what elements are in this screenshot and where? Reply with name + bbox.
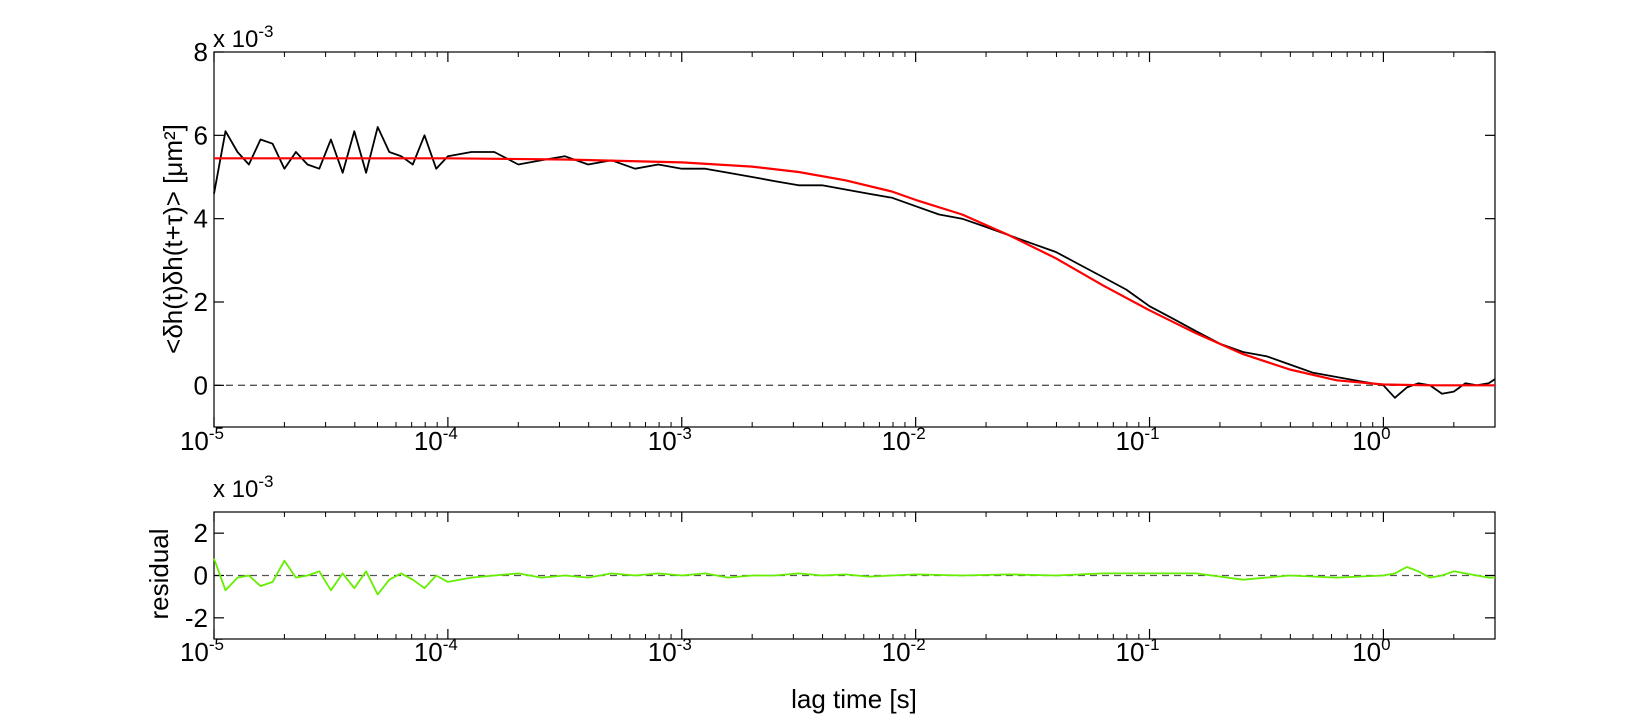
x-tick-base: 10 (1116, 426, 1145, 456)
y-tick-label: 2 (194, 287, 208, 317)
y-tick-label: 4 (194, 204, 208, 234)
y-tick-label: 6 (194, 120, 208, 150)
y-tick-label: -2 (185, 603, 208, 633)
y-tick-label: 0 (194, 370, 208, 400)
x-tick-label: 10-5 (180, 635, 224, 667)
x-tick-exponent: -2 (911, 424, 926, 443)
x-tick-base: 10 (180, 426, 209, 456)
x-tick-labels: 10-5 10-4 10-3 10-2 10-1 100 (180, 635, 1391, 667)
fit-line (214, 157, 1495, 387)
y-scale-exponent: -3 (258, 22, 273, 41)
y-axis-label: <δh(t)δh(t+τ)> [μm²] (158, 124, 188, 354)
x-tick-exponent: -3 (677, 635, 692, 654)
x-tick-exponent: -4 (443, 635, 458, 654)
y-tick-labels: -2 0 2 (185, 518, 208, 633)
data-line (213, 126, 1496, 399)
x-tick-base: 10 (1352, 426, 1381, 456)
x-tick-label: 10-1 (1116, 635, 1160, 667)
x-tick-base: 10 (1116, 637, 1145, 667)
x-tick-base: 10 (1352, 637, 1381, 667)
y-scale-factor: x 10-3 (213, 22, 274, 53)
x-tick-base: 10 (882, 637, 911, 667)
x-tick-base: 10 (882, 426, 911, 456)
x-tick-exponent: -3 (677, 424, 692, 443)
y-tick-label: 2 (194, 518, 208, 548)
x-tick-labels: 10-5 10-4 10-3 10-2 10-1 100 (180, 424, 1391, 456)
x-tick-base: 10 (648, 426, 677, 456)
x-tick-exponent: -1 (1144, 635, 1159, 654)
axis-ticks (213, 51, 1496, 427)
x-tick-label: 100 (1352, 635, 1390, 667)
x-tick-exponent: 0 (1381, 424, 1390, 443)
x-tick-label: 10-4 (414, 635, 458, 667)
x-tick-exponent: 0 (1381, 635, 1390, 654)
y-scale-prefix: x 10 (213, 26, 258, 53)
y-tick-label: 0 (194, 561, 208, 591)
plot-frame (213, 51, 1496, 428)
y-axis-label: residual (144, 528, 174, 619)
x-tick-label: 10-5 (180, 424, 224, 456)
x-tick-exponent: -5 (209, 635, 224, 654)
x-tick-label: 10-3 (648, 635, 692, 667)
y-scale-exponent: -3 (258, 472, 273, 491)
x-tick-exponent: -5 (209, 424, 224, 443)
y-tick-label: 8 (194, 37, 208, 67)
x-tick-label: 10-4 (414, 424, 458, 456)
residual-line (213, 558, 1495, 596)
series-lines (213, 558, 1495, 596)
x-tick-exponent: -4 (443, 424, 458, 443)
x-tick-label: 10-2 (882, 424, 926, 456)
x-tick-exponent: -1 (1144, 424, 1159, 443)
x-tick-label: 10-2 (882, 635, 926, 667)
x-tick-label: 10-1 (1116, 424, 1160, 456)
x-tick-base: 10 (180, 637, 209, 667)
x-tick-exponent: -2 (911, 635, 926, 654)
x-tick-label: 100 (1352, 424, 1390, 456)
x-tick-base: 10 (414, 426, 443, 456)
x-tick-label: 10-3 (648, 424, 692, 456)
x-tick-base: 10 (414, 637, 443, 667)
axis-ticks (213, 512, 1496, 639)
series-lines (213, 126, 1496, 399)
residual-plot: x 10-3 residual 10-5 10-4 10-3 10-2 10-1 100 … (144, 472, 1496, 714)
y-tick-labels: 0 2 4 6 8 (194, 37, 208, 400)
x-tick-base: 10 (648, 637, 677, 667)
x-axis-label: lag time [s] (791, 684, 917, 714)
y-scale-prefix: x 10 (213, 476, 258, 503)
main-plot: x 10-3 <δh(t)δh(t+τ)> [μm²] 10-5 10-4 10-3… (158, 22, 1496, 456)
y-scale-factor: x 10-3 (213, 472, 274, 503)
